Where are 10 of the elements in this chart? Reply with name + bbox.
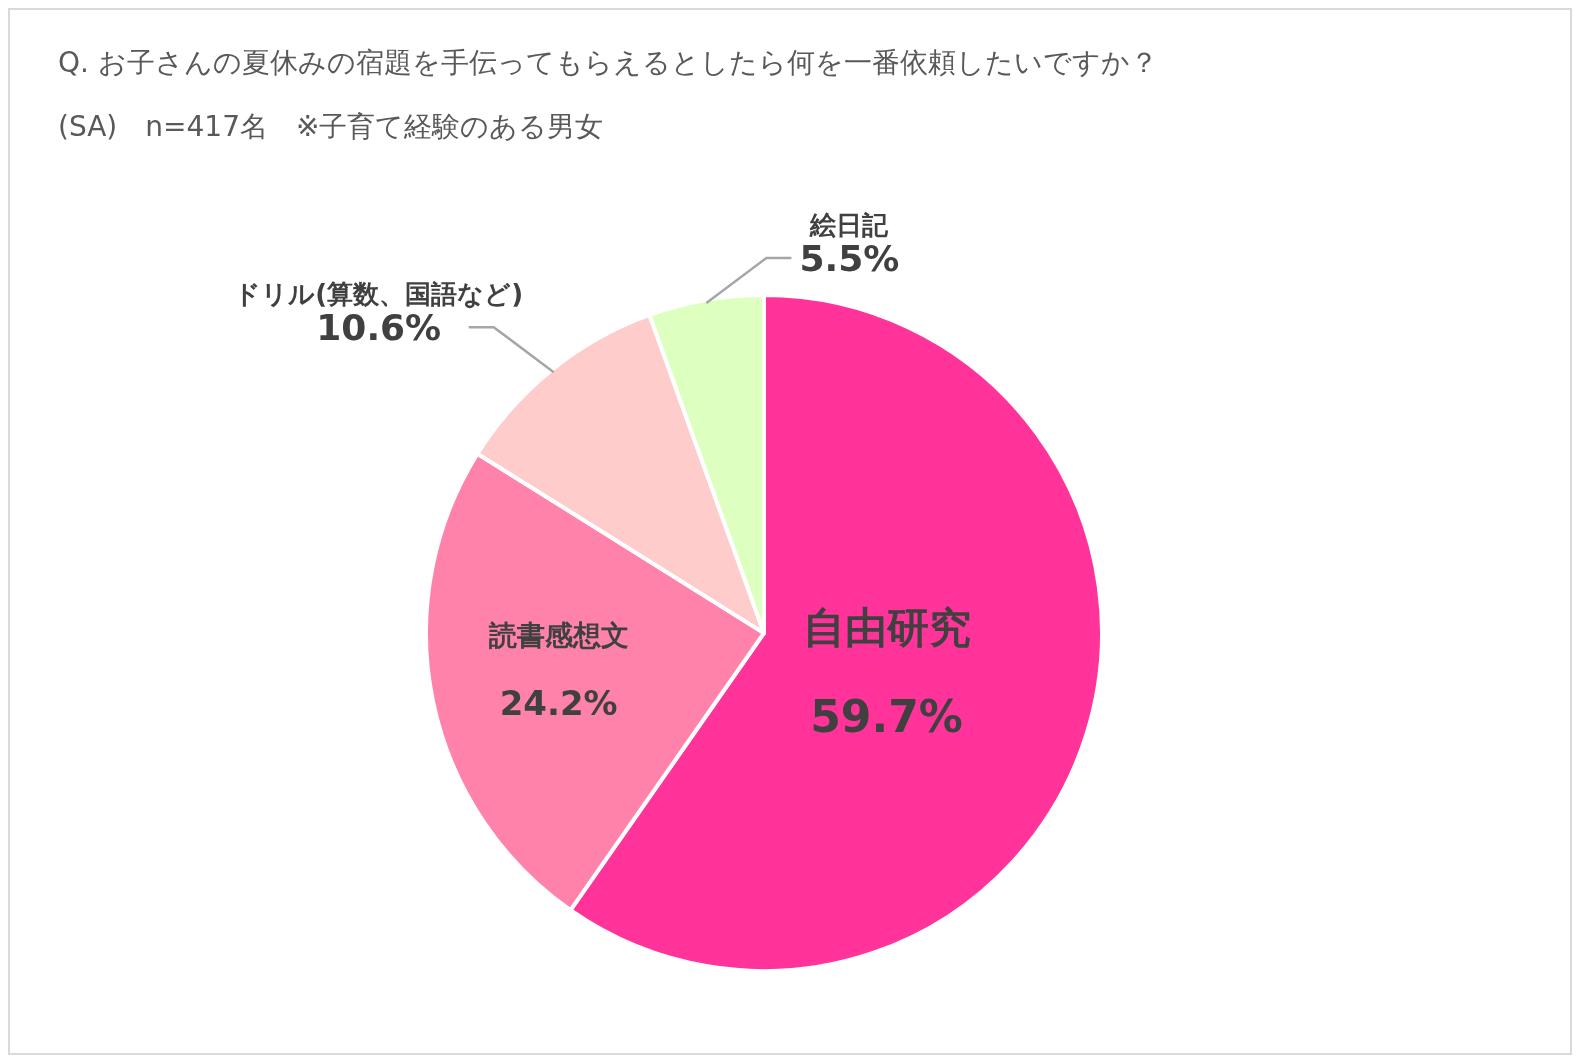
data-label: 24.2% [499, 682, 618, 723]
slice-label: 絵日記 [809, 209, 890, 240]
data-label: 5.5% [799, 237, 900, 279]
chart-title: Q. お子さんの夏休みの宿題を手伝ってもらえるとしたら何を一番依頼したいですか？ [58, 46, 1158, 79]
data-label: 59.7% [810, 690, 963, 742]
data-label: 10.6% [316, 307, 442, 349]
chart-subtitle: (SA) n=417名 ※子育て経験のある男女 [58, 110, 604, 143]
slice-label: 読書感想文 [487, 618, 629, 652]
slice-label: 自由研究 [802, 602, 971, 652]
slice-label: ドリル(算数、国語など) [234, 279, 524, 310]
